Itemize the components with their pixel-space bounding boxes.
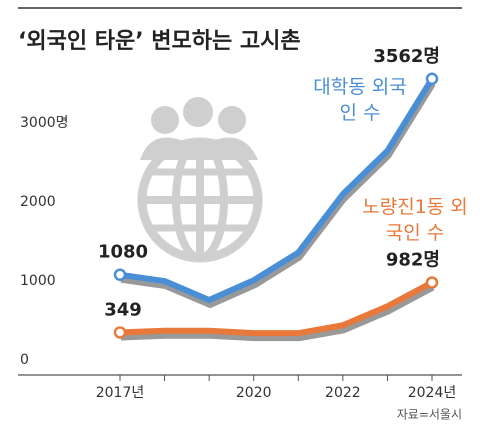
legend-label: 대학동 외국인 수	[313, 76, 407, 124]
point-marker	[425, 72, 439, 86]
chart-title: ‘외국인 타운’ 변모하는 고시촌	[18, 29, 301, 54]
y-tick-label: 3000명	[20, 115, 69, 131]
series-line	[119, 77, 435, 303]
legend-label: 노량진1동 외국인 수	[362, 196, 468, 244]
y-tick-label: 1000	[20, 273, 56, 289]
value-label: 349	[104, 299, 142, 320]
x-tick-label: 2020	[236, 385, 272, 401]
x-tick-label: 2022	[325, 385, 361, 401]
value-label: 982명	[386, 249, 440, 270]
source: 자료=서울시	[397, 408, 462, 422]
point-marker	[425, 276, 439, 289]
line-shadow	[120, 284, 435, 342]
point-marker	[113, 268, 127, 281]
series-line	[119, 279, 434, 337]
line-shadow	[120, 82, 436, 308]
point-marker	[113, 326, 127, 339]
x-tick-label: 2024년	[408, 385, 457, 401]
value-label: 1080	[98, 242, 148, 263]
x-tick-label: 2017년	[96, 385, 145, 401]
y-tick-label: 0	[20, 352, 29, 368]
value-label: 3562명	[373, 46, 440, 67]
y-tick-label: 2000	[20, 194, 56, 210]
globe-icon	[137, 97, 263, 263]
